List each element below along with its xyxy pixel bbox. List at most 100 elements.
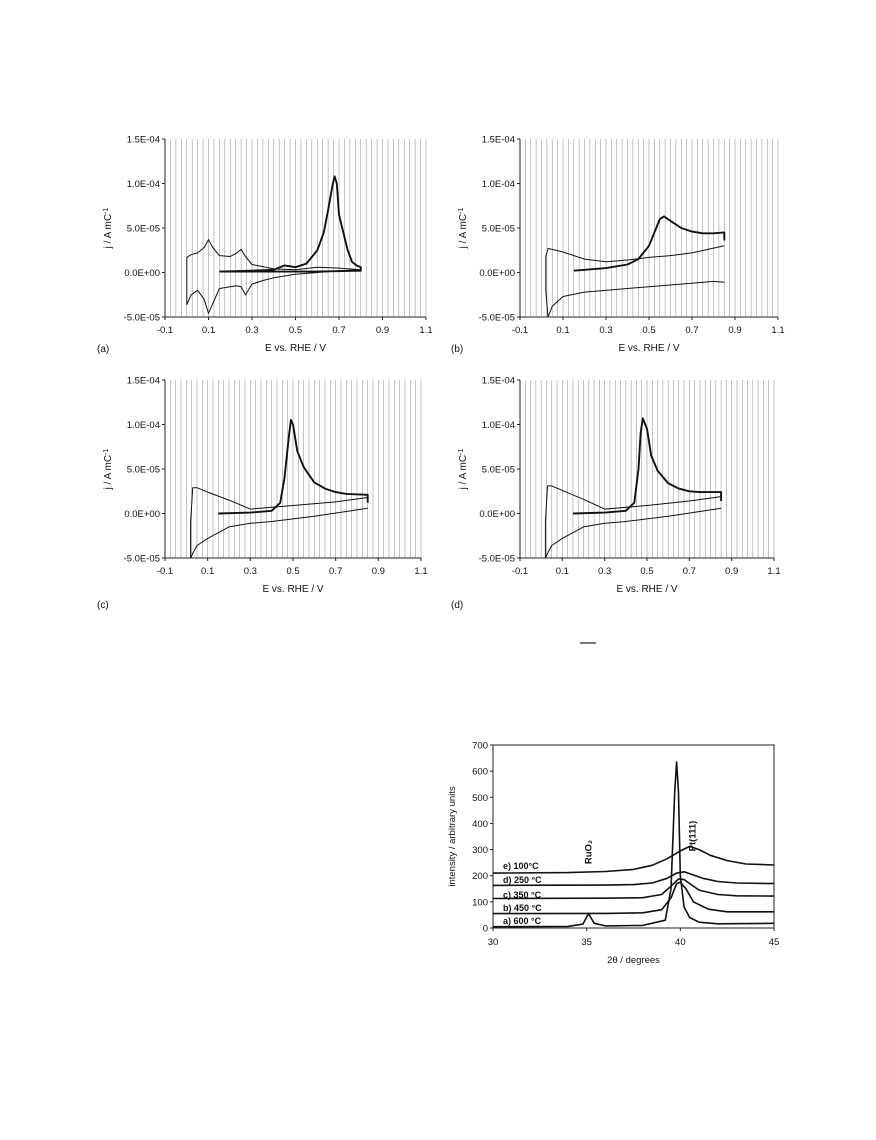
y-tick-label: 700	[472, 741, 488, 752]
y-tick-label: 1.0E-04	[127, 420, 160, 431]
x-axis-title: 2θ / degrees	[607, 955, 660, 966]
y-tick-label: 5.0E-05	[482, 465, 515, 476]
y-tick-label: 0.0E+00	[124, 509, 160, 520]
x-tick-label: 1.1	[419, 325, 432, 336]
y-tick-label: 0.0E+00	[479, 509, 515, 520]
x-tick-label: 1.1	[771, 325, 784, 336]
y-tick-label: 1.0E-04	[482, 179, 515, 190]
x-tick-label: -0.1	[512, 566, 528, 577]
series-label: d) 250 °C	[503, 875, 542, 885]
cv-first-scan-line	[572, 417, 723, 515]
y-axis-title: intensity / arbitrary units	[447, 786, 458, 887]
y-axis-title: j / A mC-1	[103, 208, 115, 250]
x-tick-label: 0.3	[598, 566, 611, 577]
y-tick-label: 0	[483, 924, 488, 935]
y-tick-label: 5.0E-05	[127, 224, 160, 235]
overline-mark: —	[580, 634, 596, 651]
x-tick-label: 1.1	[414, 566, 427, 577]
xrd-series-line	[492, 761, 775, 928]
y-axis-title: j / A mC-1	[103, 449, 115, 491]
x-tick-label: 0.7	[683, 566, 696, 577]
x-tick-label: 0.9	[372, 566, 385, 577]
y-tick-label: 500	[472, 793, 488, 804]
y-tick-label: 1.5E-04	[482, 376, 515, 387]
y-tick-label: 200	[472, 871, 488, 882]
x-tick-label: 0.9	[376, 325, 389, 336]
y-tick-label: 300	[472, 845, 488, 856]
y-tick-label: 1.0E-04	[127, 179, 160, 190]
y-axis-title: j / A mC-1	[458, 449, 470, 491]
xrd-series-line	[492, 878, 775, 900]
x-tick-label: 0.1	[556, 325, 569, 336]
x-tick-label: -0.1	[157, 325, 173, 336]
y-tick-label: -5.0E-05	[124, 554, 160, 565]
y-tick-label: 5.0E-05	[482, 224, 515, 235]
x-axis-title: E vs. RHE / V	[618, 343, 679, 354]
panel-label: (d)	[451, 600, 463, 611]
x-tick-label: -0.1	[512, 325, 528, 336]
panel-label: (a)	[97, 344, 109, 355]
series-label: e) 100°C	[503, 861, 539, 871]
y-tick-label: 1.0E-04	[482, 420, 515, 431]
x-tick-label: 30	[488, 937, 499, 948]
y-tick-label: 1.5E-04	[127, 135, 160, 146]
cv-panel-d: -5.0E-05 0.0E+00 5.0E-05 1.0E-04 1.5E-04 -0.1…	[451, 376, 781, 612]
x-tick-label: 0.3	[245, 325, 258, 336]
y-tick-label: 400	[472, 819, 488, 830]
y-tick-label: -5.0E-05	[479, 313, 515, 324]
y-tick-label: 0.0E+00	[124, 268, 160, 279]
cv-first-scan-line	[218, 419, 369, 515]
xrd-series-line	[492, 881, 774, 915]
y-tick-label: -5.0E-05	[124, 313, 160, 324]
y-tick-label: 1.5E-04	[127, 376, 160, 387]
y-tick-label: 1.5E-04	[482, 135, 515, 146]
cv-first-scan-line	[219, 175, 362, 273]
x-tick-label: 35	[581, 937, 592, 948]
x-axis-title: E vs. RHE / V	[265, 343, 326, 354]
cv-background-line	[186, 239, 361, 314]
xrd-chart: 0 100 200 300 400 500 600 700 30 35 40 45 2θ / degre…	[447, 741, 779, 967]
x-tick-label: 0.7	[329, 566, 342, 577]
panel-label: (c)	[97, 600, 109, 611]
plot-frame	[492, 744, 775, 929]
x-tick-label: 0.1	[202, 325, 215, 336]
x-tick-label: 0.1	[556, 566, 569, 577]
y-tick-label: -5.0E-05	[479, 554, 515, 565]
x-tick-label: 40	[675, 937, 686, 948]
x-tick-label: 0.3	[244, 566, 257, 577]
cv-background-line	[190, 487, 368, 559]
x-tick-label: 0.5	[286, 566, 299, 577]
peak-label-pt111: Pt(111)	[688, 821, 699, 852]
peak-label-ruo2: RuO₂	[584, 840, 595, 864]
cv-first-scan-line	[573, 215, 726, 272]
y-tick-label: 600	[472, 767, 488, 778]
cv-panel-c: -5.0E-05 0.0E+00 5.0E-05 1.0E-04 1.5E-04 -0.1…	[97, 376, 428, 612]
x-axis-title: E vs. RHE / V	[616, 584, 677, 595]
series-label: b) 450 °C	[503, 903, 542, 913]
xrd-series-line	[492, 845, 775, 874]
series-label: a) 600 °C	[503, 916, 542, 926]
x-tick-label: 0.3	[599, 325, 612, 336]
y-tick-label: 100	[472, 897, 488, 908]
x-tick-label: 0.1	[201, 566, 214, 577]
cv-panel-b: -5.0E-05 0.0E+00 5.0E-05 1.0E-04 1.5E-04 -0.1…	[451, 135, 785, 356]
panel-label: (b)	[451, 344, 463, 355]
y-axis-title: j / A mC-1	[458, 208, 470, 250]
xrd-series-line	[492, 870, 775, 887]
cv-background-line	[544, 485, 722, 559]
x-tick-label: 0.5	[640, 566, 653, 577]
cv-panel-a: -5.0E-05 0.0E+00 5.0E-05 1.0E-04 1.5E-04 -0.1…	[97, 135, 433, 356]
x-tick-label: 0.7	[332, 325, 345, 336]
y-tick-label: 5.0E-05	[127, 465, 160, 476]
x-tick-label: 1.1	[767, 566, 780, 577]
x-tick-label: 0.9	[725, 566, 738, 577]
x-tick-label: 0.7	[685, 325, 698, 336]
x-tick-label: 0.5	[289, 325, 302, 336]
y-tick-label: 0.0E+00	[479, 268, 515, 279]
x-tick-label: 0.5	[642, 325, 655, 336]
series-label: c) 350 °C	[503, 890, 542, 900]
x-axis-title: E vs. RHE / V	[262, 584, 323, 595]
x-tick-label: -0.1	[157, 566, 173, 577]
x-tick-label: 0.9	[728, 325, 741, 336]
